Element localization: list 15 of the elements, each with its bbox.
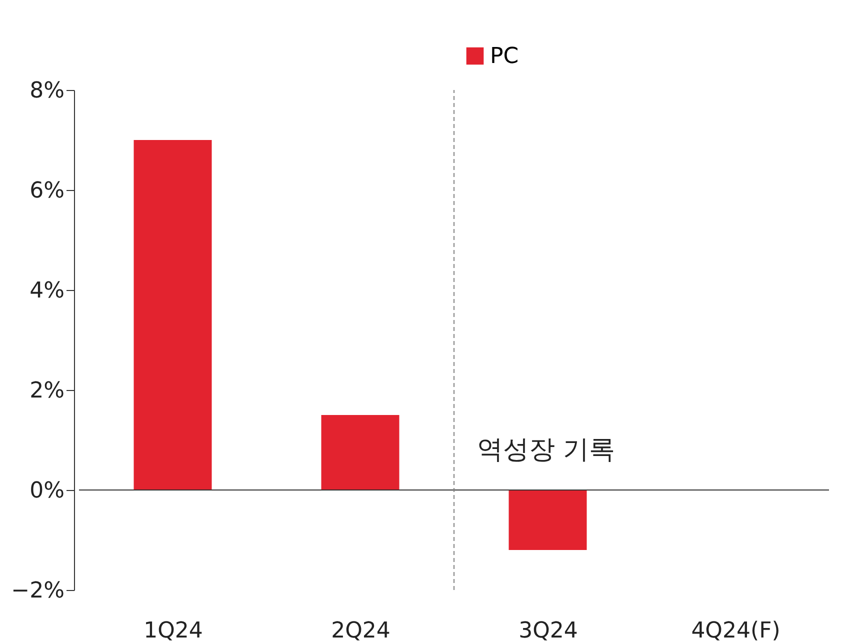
bar bbox=[321, 415, 400, 490]
bar bbox=[134, 140, 212, 490]
bar bbox=[508, 490, 587, 550]
y-tick-label: −2% bbox=[11, 578, 64, 604]
annotation: 역성장 기록 bbox=[476, 435, 616, 465]
y-tick-label: 8% bbox=[30, 78, 64, 104]
y-tick-label: 0% bbox=[30, 478, 64, 504]
x-tick-label: 3Q24 bbox=[518, 618, 578, 644]
y-tick-label: 2% bbox=[30, 378, 64, 404]
x-tick-label: 2Q24 bbox=[331, 618, 390, 644]
y-tick-label: 6% bbox=[30, 178, 64, 204]
y-tick-label: 4% bbox=[30, 278, 64, 304]
x-tick-label: 1Q24 bbox=[144, 618, 203, 644]
x-tick-label: 4Q24(F) bbox=[691, 618, 780, 644]
legend-label: PC bbox=[490, 44, 519, 69]
